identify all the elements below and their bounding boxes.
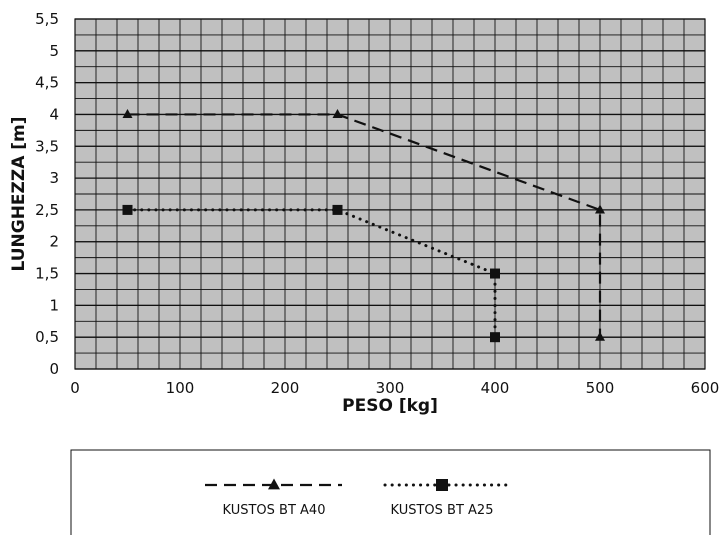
data-point — [122, 204, 133, 215]
series-layer — [122, 109, 605, 343]
x-tick-label: 600 — [691, 379, 720, 397]
y-axis-title: LUNGHEZZA [m] — [9, 116, 29, 271]
legend: KUSTOS BT A40 KUSTOS BT A25 — [205, 478, 512, 518]
legend-label: KUSTOS BT A40 — [223, 503, 326, 518]
y-tick-label: 5 — [49, 42, 59, 60]
legend-label: KUSTOS BT A25 — [391, 503, 494, 518]
series-2 — [122, 204, 500, 343]
y-tick-label: 2 — [49, 233, 59, 251]
data-point — [122, 109, 133, 119]
x-axis-title: PESO [kg] — [342, 396, 438, 416]
legend-item-1: KUSTOS BT A40 — [205, 478, 342, 518]
x-tick-label: 0 — [70, 379, 80, 397]
x-tick-label: 400 — [481, 379, 510, 397]
y-tick-label: 2,5 — [35, 201, 59, 219]
y-tick-label: 5,5 — [35, 10, 59, 28]
legend-marker — [268, 478, 280, 490]
y-tick-labels: 0 0,5 1 1,5 2 2,5 3 3,5 4 4,5 5 5,5 — [35, 10, 59, 378]
y-tick-label: 1 — [49, 296, 59, 314]
y-tick-label: 3,5 — [35, 137, 59, 155]
data-point — [490, 268, 500, 279]
data-point — [332, 109, 343, 119]
data-point — [595, 331, 605, 341]
legend-box — [70, 449, 711, 535]
series-1 — [122, 109, 605, 341]
data-point — [332, 204, 343, 215]
series-line — [127, 113, 602, 338]
y-tick-label: 3 — [49, 169, 59, 187]
plot-border — [74, 18, 706, 370]
x-tick-label: 500 — [586, 379, 615, 397]
legend-marker — [436, 479, 448, 491]
y-tick-label: 4,5 — [35, 74, 59, 92]
series-line — [126, 208, 497, 339]
y-tick-label: 0,5 — [35, 328, 59, 346]
y-tick-label: 1,5 — [35, 265, 59, 283]
x-tick-label: 100 — [166, 379, 195, 397]
data-point — [490, 332, 500, 343]
y-tick-label: 4 — [49, 105, 59, 123]
legend-item-2: KUSTOS BT A25 — [383, 479, 512, 518]
x-tick-label: 300 — [376, 379, 405, 397]
x-tick-labels: 0 100 200 300 400 500 600 — [70, 379, 719, 397]
x-tick-label: 200 — [271, 379, 300, 397]
data-point — [595, 204, 605, 214]
y-tick-label: 0 — [49, 360, 59, 378]
